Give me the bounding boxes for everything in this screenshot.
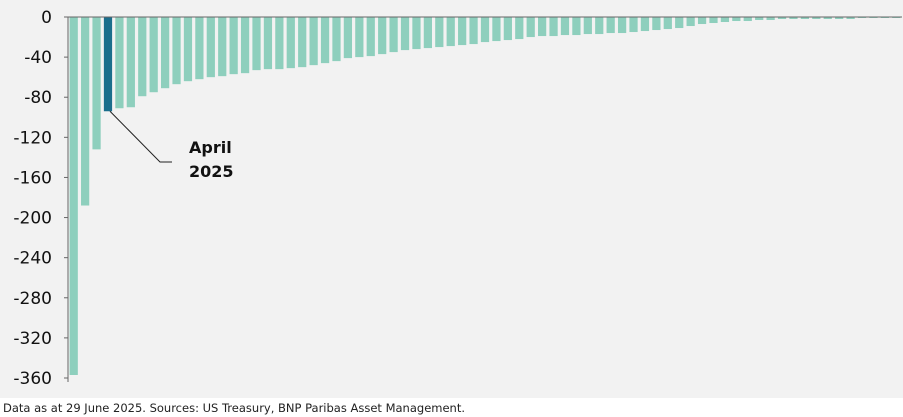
bar <box>777 17 787 20</box>
bar <box>538 17 547 37</box>
bar <box>526 17 535 38</box>
chart-area: 0 -40 -80 -120 -160 -200 -240 -280 -320 -360 April… <box>0 0 903 398</box>
bar <box>583 17 592 35</box>
y-tick-label: -200 <box>13 209 52 229</box>
bar <box>458 17 467 46</box>
bar <box>400 17 410 51</box>
bar <box>263 17 273 70</box>
bar-highlighted <box>103 17 113 112</box>
bar <box>446 17 455 47</box>
bar <box>355 17 364 58</box>
bar <box>81 17 90 206</box>
bar <box>480 17 490 43</box>
bar <box>720 17 730 23</box>
y-tick-label: -240 <box>13 249 52 269</box>
bar <box>115 17 124 109</box>
bar <box>423 17 432 49</box>
bar <box>869 17 878 19</box>
bar <box>857 17 867 19</box>
bar <box>286 17 295 69</box>
bar <box>709 17 718 24</box>
bar-chart: 0 -40 -80 -120 -160 -200 -240 -280 -320 -360 April… <box>13 8 902 389</box>
bar <box>743 17 752 22</box>
bar <box>389 17 398 53</box>
bar <box>789 17 798 20</box>
bar <box>617 17 627 34</box>
bar <box>69 17 78 375</box>
bar <box>195 17 204 80</box>
annotation-label: 2025 <box>189 162 234 181</box>
bar <box>755 17 764 21</box>
bar <box>92 17 101 150</box>
bar <box>252 17 261 71</box>
bar <box>172 17 181 85</box>
bar <box>218 17 227 77</box>
bar <box>343 17 353 59</box>
bar <box>492 17 501 42</box>
bar <box>515 17 524 40</box>
y-tick-label: -120 <box>13 128 52 148</box>
bar <box>880 17 889 19</box>
bar <box>149 17 158 93</box>
y-tick-label: -320 <box>13 329 52 349</box>
bar <box>892 17 901 19</box>
bar <box>126 17 135 108</box>
bar <box>309 17 318 66</box>
bar <box>823 17 832 20</box>
bar <box>663 17 672 30</box>
source-note: Data as at 29 June 2025. Sources: US Tre… <box>3 401 465 415</box>
bar <box>652 17 661 31</box>
bar <box>298 17 307 68</box>
bar <box>320 17 330 64</box>
bar <box>560 17 570 36</box>
y-tick-label: -80 <box>24 88 52 108</box>
bar <box>378 17 387 55</box>
bar <box>675 17 684 29</box>
bar <box>606 17 615 34</box>
y-tick-label: 0 <box>41 8 52 28</box>
y-tick-label: -40 <box>24 48 52 68</box>
bar <box>640 17 650 32</box>
bar <box>766 17 775 21</box>
bar <box>366 17 375 57</box>
y-tick-label: -160 <box>13 168 52 188</box>
bar <box>206 17 215 78</box>
bar <box>595 17 604 35</box>
bar <box>549 17 558 37</box>
bar <box>697 17 707 25</box>
bar <box>275 17 284 70</box>
bar <box>183 17 193 82</box>
bar <box>469 17 478 45</box>
bar <box>732 17 741 22</box>
annotation-label: April <box>189 138 232 157</box>
bar <box>812 17 821 20</box>
y-tick-label: -280 <box>13 289 52 309</box>
y-tick-label: -360 <box>13 369 52 389</box>
bar <box>138 17 147 97</box>
bar <box>629 17 638 33</box>
bar <box>332 17 341 62</box>
bar <box>846 17 855 20</box>
bar <box>800 17 810 20</box>
bar <box>572 17 581 36</box>
bar <box>229 17 238 75</box>
bar <box>686 17 695 27</box>
bar <box>503 17 512 41</box>
bar <box>161 17 170 89</box>
bar <box>240 17 250 74</box>
bar <box>412 17 421 50</box>
bar <box>435 17 444 48</box>
bar <box>835 17 844 20</box>
annotation-leader-line <box>109 110 172 163</box>
